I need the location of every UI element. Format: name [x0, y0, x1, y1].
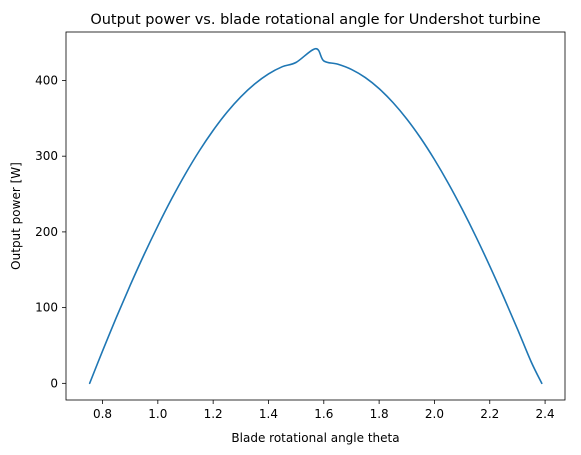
x-tick-label: 1.6 — [314, 407, 333, 421]
x-tick-label: 1.4 — [259, 407, 278, 421]
y-tick-label: 0 — [50, 376, 58, 390]
x-tick-label: 2.0 — [425, 407, 444, 421]
x-tick-label: 1.2 — [204, 407, 223, 421]
x-axis-ticks: 0.8 1.0 1.2 1.4 1.6 1.8 2.0 2.2 2.4 — [93, 400, 555, 421]
y-tick-label: 200 — [35, 225, 58, 239]
x-tick-label: 2.2 — [480, 407, 499, 421]
y-tick-label: 300 — [35, 149, 58, 163]
x-tick-label: 0.8 — [93, 407, 112, 421]
plot-frame — [65, 31, 566, 401]
y-axis-ticks: 0 100 200 300 400 — [35, 73, 66, 390]
y-tick-label: 400 — [35, 73, 58, 87]
plot-area — [66, 32, 565, 400]
y-axis-label: Output power [W] — [9, 162, 23, 270]
series-line — [88, 47, 543, 385]
x-axis-label: Blade rotational angle theta — [231, 431, 399, 445]
y-tick-label: 100 — [35, 301, 58, 315]
chart-title: Output power vs. blade rotational angle … — [90, 12, 540, 28]
x-tick-label: 2.4 — [536, 407, 555, 421]
x-tick-label: 1.0 — [148, 407, 167, 421]
x-tick-label: 1.8 — [370, 407, 389, 421]
